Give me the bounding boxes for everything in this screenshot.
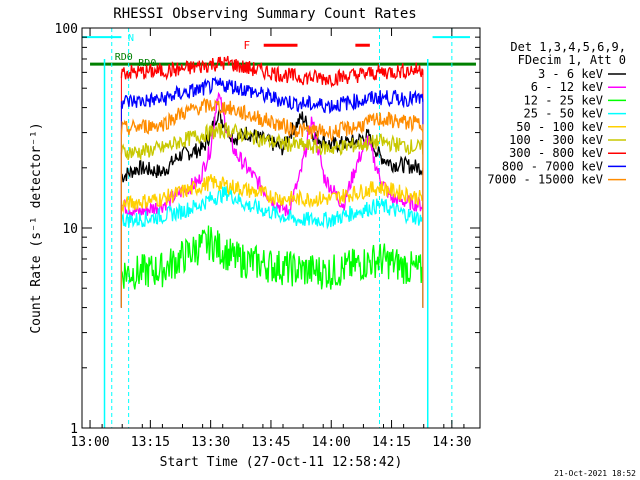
y-tick-label-0: 1 — [70, 422, 78, 437]
y-tick-label-2: 100 — [55, 22, 78, 37]
f-label: F — [244, 39, 251, 52]
chart-title: RHESSI Observing Summary Count Rates — [113, 6, 416, 22]
x-axis-label: Start Time (27-Oct-11 12:58:42) — [160, 455, 403, 470]
series-line-7 — [120, 76, 424, 115]
series-line-6 — [120, 55, 424, 88]
legend-entry-2: 12 - 25 keV — [524, 93, 603, 107]
rd0-label-2: RD0 — [138, 58, 156, 69]
timestamp: 21-Oct-2021 18:52 — [554, 469, 636, 478]
legend: Det 1,3,4,5,6,9, FDecim 1, Att 0 3 - 6 k… — [487, 40, 626, 187]
legend-entry-3: 25 - 50 keV — [524, 107, 603, 121]
legend-entry-5: 100 - 300 keV — [509, 133, 603, 147]
x-tick-label-1: 13:15 — [131, 435, 170, 450]
n-label: N — [128, 33, 134, 44]
legend-header-1: Det 1,3,4,5,6,9, — [510, 40, 626, 54]
legend-entry-6: 300 - 800 keV — [509, 146, 603, 160]
legend-entry-0: 3 - 6 keV — [538, 67, 603, 81]
series-line-4 — [120, 174, 424, 214]
legend-header-2: FDecim 1, Att 0 — [518, 53, 626, 67]
x-tick-label-6: 14:30 — [432, 435, 471, 450]
series-line-2 — [120, 225, 424, 290]
x-axis: 13:00 13:15 13:30 13:45 14:00 14:15 14:30 — [70, 28, 471, 450]
legend-entry-4: 50 - 100 keV — [516, 120, 603, 134]
x-tick-label-2: 13:30 — [191, 435, 230, 450]
x-tick-label-0: 13:00 — [70, 435, 109, 450]
series-line-8 — [120, 97, 424, 143]
legend-entry-8: 7000 - 15000 keV — [487, 173, 603, 187]
legend-entry-7: 800 - 7000 keV — [502, 159, 603, 173]
x-tick-label-4: 14:00 — [312, 435, 351, 450]
series-line-3 — [120, 186, 424, 230]
y-axis-label: Count Rate (s⁻¹ detector⁻¹) — [29, 122, 44, 333]
plot-area: RD0 RD0 N F — [82, 28, 476, 428]
legend-entry-1: 6 - 12 keV — [531, 80, 603, 94]
y-tick-label-1: 10 — [62, 222, 78, 237]
x-tick-label-3: 13:45 — [251, 435, 290, 450]
x-tick-label-5: 14:15 — [372, 435, 411, 450]
rd0-label: RD0 — [115, 52, 133, 63]
series-line-5 — [120, 122, 424, 162]
y-axis: 1 10 100 — [55, 22, 480, 437]
